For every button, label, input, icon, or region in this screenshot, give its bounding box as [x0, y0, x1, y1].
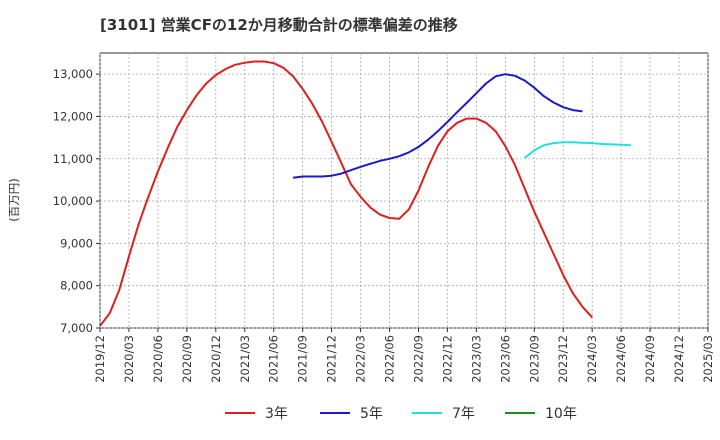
y-axis-label: (百万円): [7, 178, 21, 221]
x-tick-label: 2021/09: [296, 335, 310, 383]
x-tick-label: 2023/12: [556, 335, 570, 383]
legend: 3年 5年 7年 10年: [225, 406, 577, 422]
chart-title: [3101] 営業CFの12か月移動合計の標準偏差の推移: [100, 16, 458, 34]
y-tick-label: 9,000: [60, 236, 93, 250]
x-tick-label: 2023/03: [469, 335, 483, 383]
grid: [99, 53, 709, 329]
y-tick-label: 12,000: [53, 109, 93, 123]
x-tick-label: 2022/03: [354, 335, 368, 383]
y-tick-label: 10,000: [53, 194, 93, 208]
x-tick-label: 2025/03: [701, 335, 715, 383]
x-tick-label: 2020/12: [209, 335, 223, 383]
y-axis: 7,000 8,000 9,000 10,000 11,000 12,000 13,000: [53, 67, 100, 335]
series-line-3: [523, 141, 631, 159]
x-tick-label: 2019/12: [93, 335, 107, 383]
series-line-1: [99, 60, 593, 327]
y-tick-label: 11,000: [53, 152, 93, 166]
x-tick-label: 2024/03: [585, 335, 599, 383]
x-axis: 2019/12 2020/03 2020/06 2020/09 2020/12 2021/…: [93, 328, 715, 383]
x-tick-label: 2021/06: [267, 335, 281, 383]
x-tick-label: 2020/06: [151, 335, 165, 383]
x-tick-label: 2022/06: [383, 335, 397, 383]
y-tick-label: 7,000: [60, 321, 93, 335]
legend-label: 10年: [545, 406, 577, 422]
legend-label: 5年: [360, 406, 383, 422]
x-tick-label: 2020/03: [122, 335, 136, 383]
x-tick-label: 2023/09: [527, 335, 541, 383]
legend-label: 7年: [452, 406, 475, 422]
x-tick-label: 2022/09: [411, 335, 425, 383]
y-tick-label: 8,000: [60, 279, 93, 293]
series-line-2: [292, 73, 583, 179]
x-tick-label: 2024/09: [643, 335, 657, 383]
legend-label: 3年: [265, 406, 288, 422]
x-tick-label: 2021/12: [325, 335, 339, 383]
series-group: [99, 60, 631, 327]
x-tick-label: 2022/12: [440, 335, 454, 383]
y-tick-label: 13,000: [53, 67, 93, 81]
x-tick-label: 2024/06: [614, 335, 628, 383]
x-tick-label: 2020/09: [180, 335, 194, 383]
x-tick-label: 2024/12: [672, 335, 686, 383]
x-tick-label: 2021/03: [238, 335, 252, 383]
x-tick-label: 2023/06: [498, 335, 512, 383]
plot-area: [99, 52, 709, 329]
